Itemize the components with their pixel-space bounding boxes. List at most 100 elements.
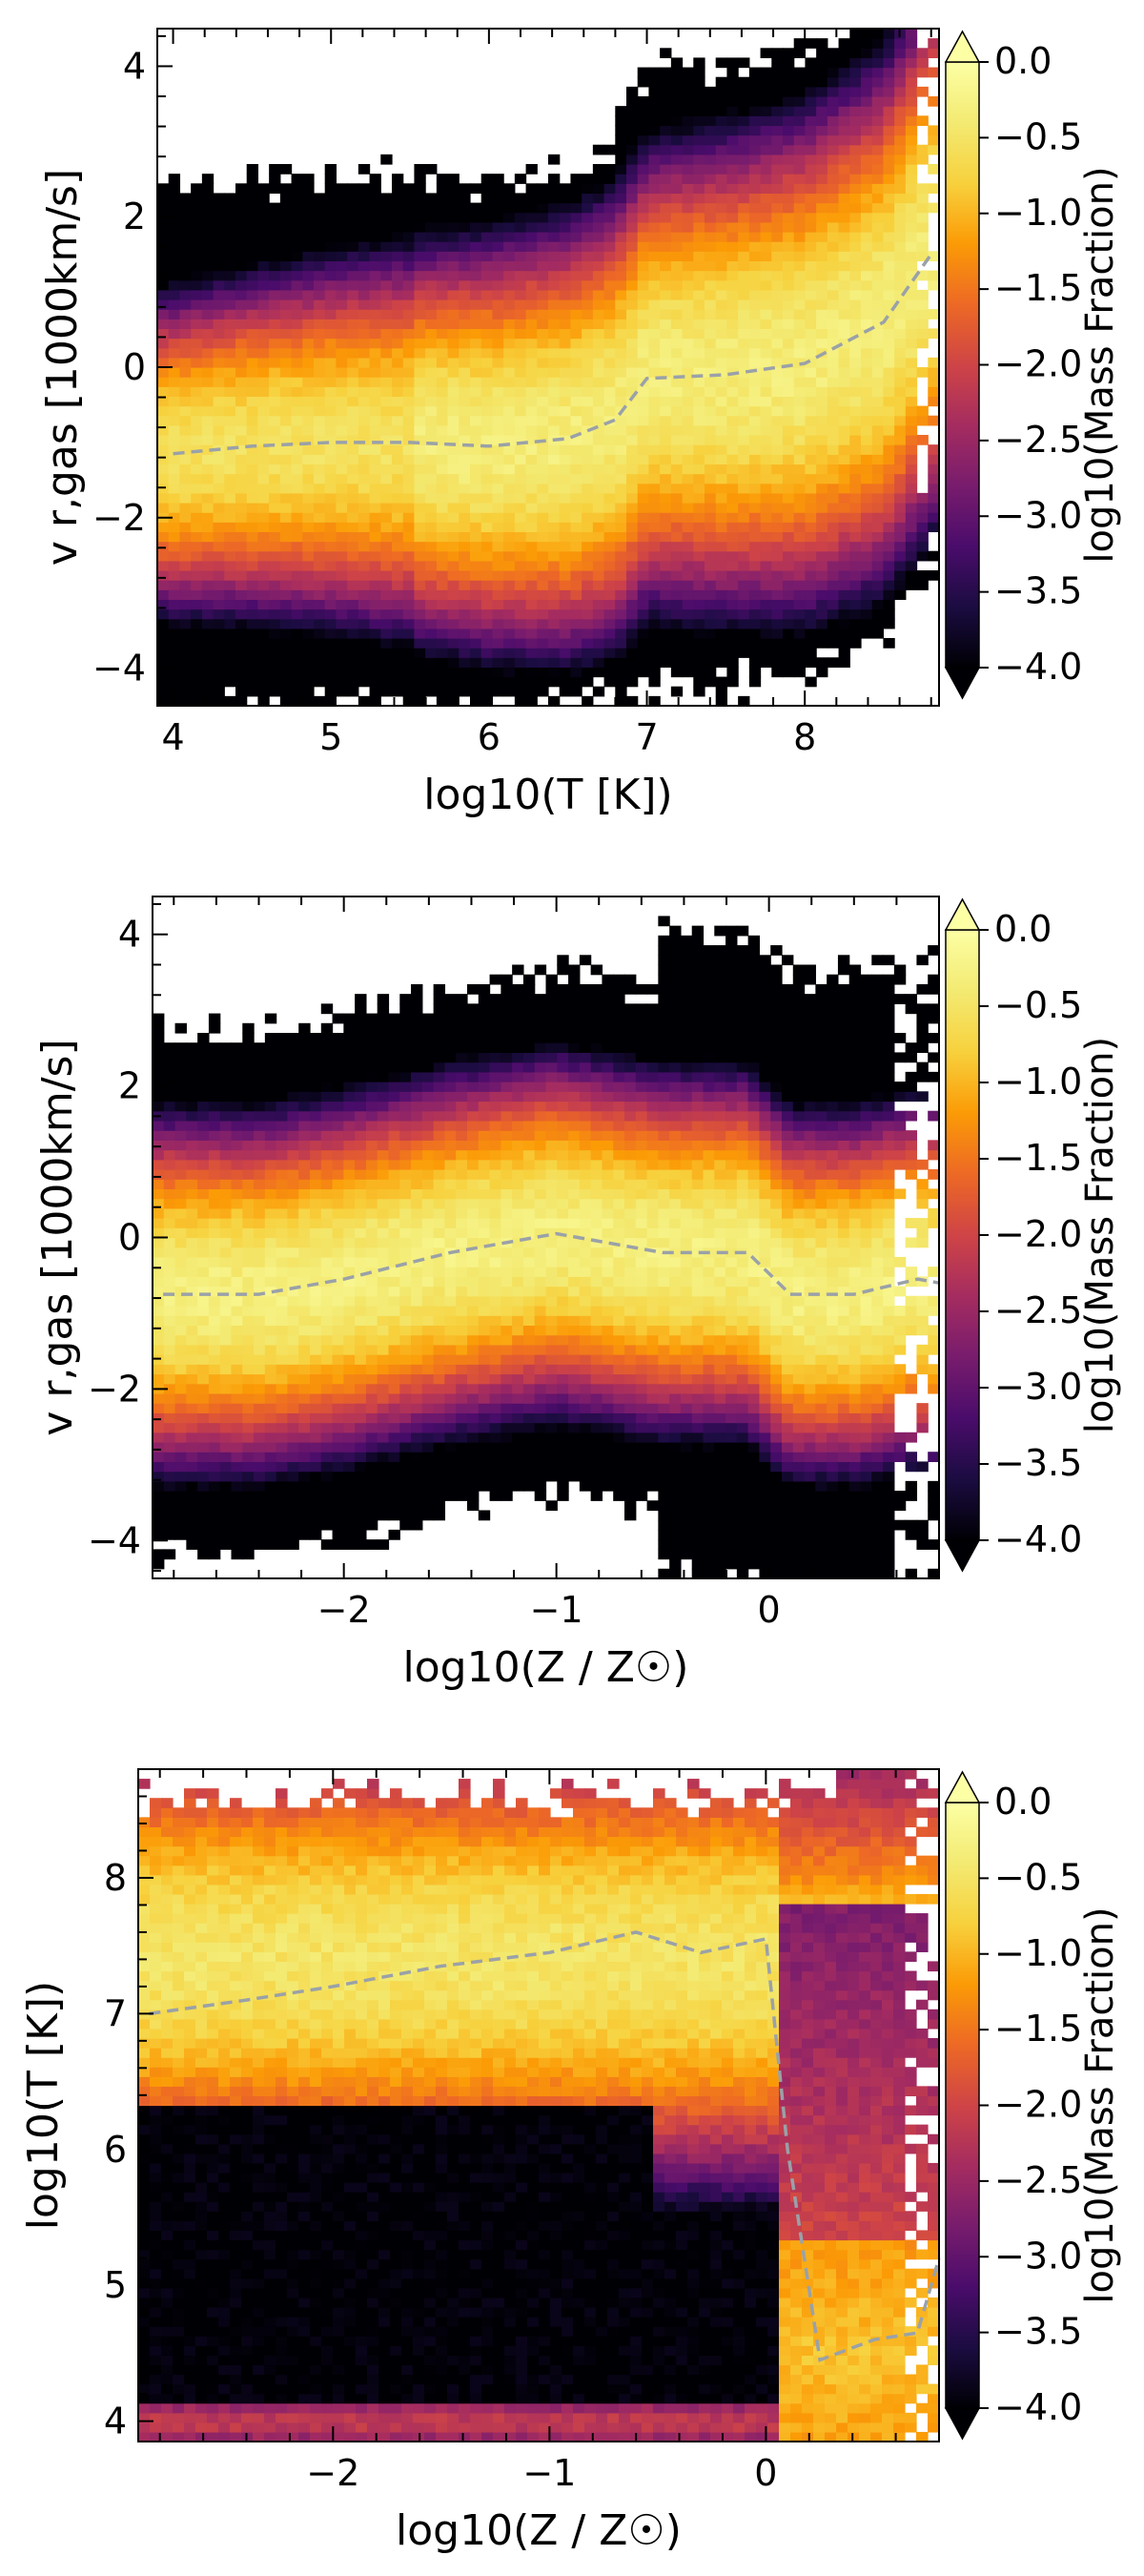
heatmap-cell xyxy=(570,289,582,300)
heatmap-cell xyxy=(163,1061,176,1073)
heatmap-cell xyxy=(570,628,582,639)
heatmap-cell xyxy=(783,125,795,136)
heatmap-cell xyxy=(332,1334,344,1346)
heatmap-cell xyxy=(402,221,416,233)
heatmap-cell xyxy=(548,357,561,368)
heatmap-cell xyxy=(276,1052,289,1063)
heatmap-cell xyxy=(559,405,572,417)
heatmap-cell xyxy=(871,183,885,195)
heatmap-cell xyxy=(276,1042,289,1054)
heatmap-cell xyxy=(592,435,605,445)
heatmap-cell xyxy=(670,541,684,552)
heatmap-cell xyxy=(615,492,627,504)
heatmap-cell xyxy=(548,270,561,281)
heatmap-cell xyxy=(392,648,404,658)
heatmap-cell xyxy=(358,289,371,300)
heatmap-cell xyxy=(637,338,650,349)
heatmap-cell xyxy=(715,367,728,378)
heatmap-cell xyxy=(447,473,460,484)
heatmap-cell xyxy=(302,377,315,387)
heatmap-cell xyxy=(783,241,795,252)
heatmap-cell xyxy=(603,541,616,552)
heatmap-cell xyxy=(219,1334,233,1346)
heatmap-cell xyxy=(894,174,907,184)
heatmap-cell xyxy=(459,193,471,204)
heatmap-cell xyxy=(738,183,750,195)
heatmap-cell xyxy=(201,628,214,639)
heatmap-cell xyxy=(153,1033,165,1043)
heatmap-cell xyxy=(827,424,840,436)
heatmap-cell xyxy=(347,686,359,697)
heatmap-cell xyxy=(871,232,885,242)
heatmap-cell xyxy=(380,473,393,484)
heatmap-cell xyxy=(242,1207,255,1219)
heatmap-cell xyxy=(537,503,549,513)
heatmap-cell xyxy=(480,328,494,340)
heatmap-cell xyxy=(231,1179,243,1190)
heatmap-cell xyxy=(201,608,214,620)
heatmap-cell xyxy=(191,454,203,465)
heatmap-cell xyxy=(392,357,404,368)
heatmap-cell xyxy=(320,1510,334,1521)
heatmap-cell xyxy=(805,464,817,475)
heatmap-cell xyxy=(715,560,728,571)
heatmap-cell xyxy=(637,328,650,340)
heatmap-cell xyxy=(693,599,705,610)
heatmap-cell xyxy=(637,483,650,494)
heatmap-cell xyxy=(402,541,416,552)
heatmap-cell xyxy=(480,279,494,291)
heatmap-cell xyxy=(291,628,303,639)
heatmap-cell xyxy=(302,464,315,475)
heatmap-cell xyxy=(682,512,694,523)
heatmap-cell xyxy=(582,221,594,233)
heatmap-cell xyxy=(231,1227,243,1239)
heatmap-cell xyxy=(219,1256,233,1267)
heatmap-cell xyxy=(871,503,885,513)
heatmap-cell xyxy=(201,386,214,398)
heatmap-cell xyxy=(592,232,605,242)
heatmap-cell xyxy=(163,1422,176,1433)
heatmap-cell xyxy=(827,628,840,639)
heatmap-cell xyxy=(302,347,315,359)
heatmap-cell xyxy=(336,202,348,214)
heatmap-cell xyxy=(459,599,471,610)
heatmap-cell xyxy=(380,512,393,523)
heatmap-cell xyxy=(693,638,705,649)
heatmap-cell xyxy=(197,1159,210,1170)
heatmap-cell xyxy=(276,1198,289,1209)
heatmap-cell xyxy=(861,531,873,543)
heatmap-cell xyxy=(738,618,750,629)
heatmap-cell xyxy=(231,1354,243,1365)
heatmap-cell xyxy=(805,541,817,552)
heatmap-cell xyxy=(224,503,236,513)
heatmap-cell xyxy=(883,232,895,242)
heatmap-cell xyxy=(525,483,538,494)
heatmap-cell xyxy=(436,512,449,523)
heatmap-cell xyxy=(302,522,315,533)
heatmap-cell xyxy=(470,492,482,504)
heatmap-cell xyxy=(276,1344,289,1355)
heatmap-cell xyxy=(525,522,538,533)
heatmap-cell xyxy=(314,309,326,319)
heatmap-cell xyxy=(670,241,684,252)
heatmap-cell xyxy=(276,1091,289,1103)
heatmap-cell xyxy=(582,454,594,465)
heatmap-cell xyxy=(291,183,303,195)
heatmap-cell xyxy=(264,1159,277,1170)
heatmap-cell xyxy=(153,1461,165,1473)
heatmap-cell xyxy=(425,550,438,562)
heatmap-cell xyxy=(254,1403,266,1413)
heatmap-cell xyxy=(264,1373,277,1385)
heatmap-cell xyxy=(827,444,840,455)
heatmap-cell xyxy=(548,512,561,523)
heatmap-cell xyxy=(582,512,594,523)
heatmap-cell xyxy=(402,570,416,581)
heatmap-cell xyxy=(324,357,337,368)
heatmap-cell xyxy=(231,1315,243,1327)
heatmap-cell xyxy=(559,396,572,407)
heatmap-cell xyxy=(682,483,694,494)
heatmap-cell xyxy=(191,464,203,475)
heatmap-cell xyxy=(916,309,929,319)
heatmap-cell xyxy=(436,241,449,252)
heatmap-cell xyxy=(726,309,739,319)
